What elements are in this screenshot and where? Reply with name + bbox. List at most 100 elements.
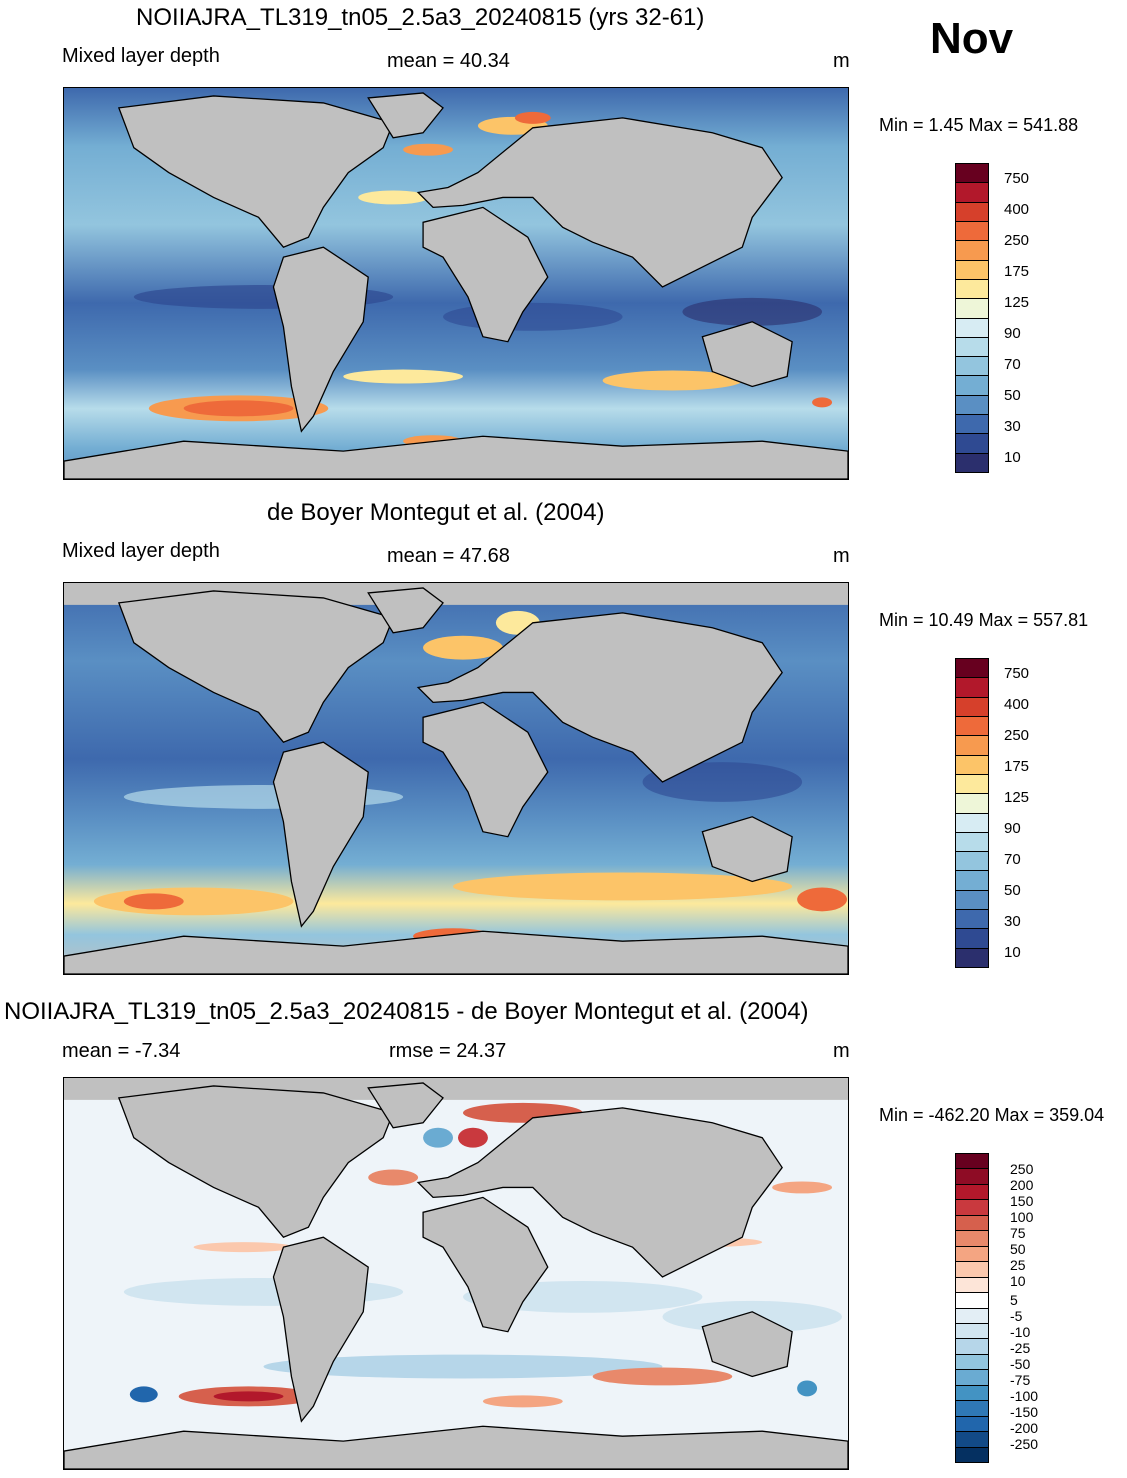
colorbar-swatch xyxy=(956,164,988,184)
colorbar-swatch xyxy=(956,716,988,737)
colorbar-swatch xyxy=(956,318,988,338)
panel2-land xyxy=(64,587,848,974)
panel2-units-label: m xyxy=(833,545,850,567)
colorbar-tick-label: 25 xyxy=(1010,1257,1026,1273)
colorbar-swatch xyxy=(956,813,988,833)
colorbar-tick-label: 175 xyxy=(1004,263,1030,280)
colorbar-swatch xyxy=(956,376,988,396)
colorbar-tick-label: 90 xyxy=(1004,325,1021,342)
colorbar-tick-label: -200 xyxy=(1010,1420,1039,1436)
colorbar-tick-label: 10 xyxy=(1010,1273,1026,1289)
colorbar-swatch xyxy=(956,453,988,472)
colorbar-swatch xyxy=(956,202,988,222)
colorbar-swatch xyxy=(956,736,988,756)
colorbar-swatch xyxy=(956,929,988,949)
colorbar-swatch xyxy=(956,832,988,853)
panel3-land xyxy=(64,1082,848,1469)
panel2-variable-label: Mixed layer depth xyxy=(62,540,220,562)
panel1-variable-label: Mixed layer depth xyxy=(62,45,220,67)
colorbar-swatch xyxy=(956,1231,988,1247)
colorbar-swatch xyxy=(956,1246,988,1263)
colorbar-swatch xyxy=(956,337,988,358)
colorbar-swatch xyxy=(956,659,988,679)
colorbar-tick-label: 50 xyxy=(1004,387,1021,404)
colorbar-tick-label: 90 xyxy=(1004,820,1021,837)
colorbar-swatch xyxy=(956,1370,988,1386)
colorbar-swatch xyxy=(956,183,988,203)
panel3-map xyxy=(63,1077,849,1470)
colorbar-swatch xyxy=(956,1339,988,1355)
colorbar-swatch xyxy=(956,774,988,795)
panel3-title: NOIIAJRA_TL319_tn05_2.5a3_20240815 - de … xyxy=(4,998,809,1025)
colorbar-swatch xyxy=(956,1262,988,1278)
colorbar-swatch xyxy=(956,890,988,911)
colorbar-swatch xyxy=(956,1184,988,1201)
colorbar-tick-label: -25 xyxy=(1010,1340,1031,1356)
colorbar-swatch xyxy=(956,1277,988,1294)
colorbar-tick-label: 125 xyxy=(1004,789,1030,806)
colorbar-swatch xyxy=(956,697,988,717)
colorbar-swatch xyxy=(956,221,988,242)
colorbar-tick-label: 10 xyxy=(1004,944,1021,961)
colorbar-tick-label: 10 xyxy=(1004,449,1021,466)
colorbar-swatch xyxy=(956,260,988,280)
colorbar-swatch xyxy=(956,1354,988,1371)
colorbar-swatch xyxy=(956,755,988,775)
panel1-land xyxy=(64,92,848,479)
colorbar-swatch xyxy=(956,1293,988,1309)
colorbar-tick-label: -100 xyxy=(1010,1388,1039,1404)
panel3-minmax-label: Min = -462.20 Max = 359.04 xyxy=(879,1105,1105,1125)
colorbar-tick-label: 75 xyxy=(1010,1225,1026,1241)
colorbar-tick-label: 50 xyxy=(1004,882,1021,899)
colorbar-swatch xyxy=(956,794,988,814)
panel3-mean-label: mean = -7.34 xyxy=(62,1040,181,1062)
panel2-minmax-label: Min = 10.49 Max = 557.81 xyxy=(879,610,1089,630)
colorbar-tick-label: 250 xyxy=(1004,232,1030,249)
panel1-colorbar xyxy=(955,163,989,473)
panel1-map xyxy=(63,87,849,480)
colorbar-swatch xyxy=(956,241,988,261)
colorbar-tick-label: 5 xyxy=(1010,1292,1018,1308)
month-label: Nov xyxy=(930,14,1014,63)
panel3-units-label: m xyxy=(833,1040,850,1062)
colorbar-swatch xyxy=(956,415,988,435)
colorbar-tick-label: 125 xyxy=(1004,294,1030,311)
colorbar-swatch xyxy=(956,1385,988,1402)
colorbar-swatch xyxy=(956,1447,988,1463)
colorbar-swatch xyxy=(956,1323,988,1340)
colorbar-tick-label: 30 xyxy=(1004,913,1021,930)
colorbar-swatch xyxy=(956,434,988,454)
panel3-colorbar xyxy=(955,1153,989,1463)
colorbar-swatch xyxy=(956,678,988,698)
colorbar-swatch xyxy=(956,910,988,930)
colorbar-tick-label: 150 xyxy=(1010,1193,1034,1209)
panel1-mean-label: mean = 40.34 xyxy=(387,50,510,72)
panel2-colorbar xyxy=(955,658,989,968)
colorbar-swatch xyxy=(956,948,988,967)
colorbar-swatch xyxy=(956,1169,988,1185)
colorbar-tick-label: -10 xyxy=(1010,1324,1031,1340)
colorbar-tick-label: -5 xyxy=(1010,1308,1023,1324)
colorbar-swatch xyxy=(956,1432,988,1448)
colorbar-tick-label: 30 xyxy=(1004,418,1021,435)
colorbar-tick-label: 400 xyxy=(1004,201,1030,218)
colorbar-swatch xyxy=(956,395,988,416)
colorbar-swatch xyxy=(956,1200,988,1216)
panel2-title: de Boyer Montegut et al. (2004) xyxy=(267,499,605,526)
colorbar-tick-label: 70 xyxy=(1004,851,1021,868)
colorbar-tick-label: 750 xyxy=(1004,170,1030,187)
panel2-map xyxy=(63,582,849,975)
colorbar-tick-label: 100 xyxy=(1010,1209,1034,1225)
colorbar-swatch xyxy=(956,1401,988,1417)
panel2-mean-label: mean = 47.68 xyxy=(387,545,510,567)
colorbar-swatch xyxy=(956,1215,988,1232)
panel1-title: NOIIAJRA_TL319_tn05_2.5a3_20240815 (yrs … xyxy=(136,4,705,31)
colorbar-tick-label: 250 xyxy=(1010,1161,1034,1177)
colorbar-tick-label: 70 xyxy=(1004,356,1021,373)
colorbar-tick-label: -50 xyxy=(1010,1356,1031,1372)
colorbar-tick-label: -75 xyxy=(1010,1372,1031,1388)
colorbar-swatch xyxy=(956,852,988,872)
panel1-minmax-label: Min = 1.45 Max = 541.88 xyxy=(879,115,1079,135)
colorbar-swatch xyxy=(956,1308,988,1324)
colorbar-swatch xyxy=(956,871,988,891)
